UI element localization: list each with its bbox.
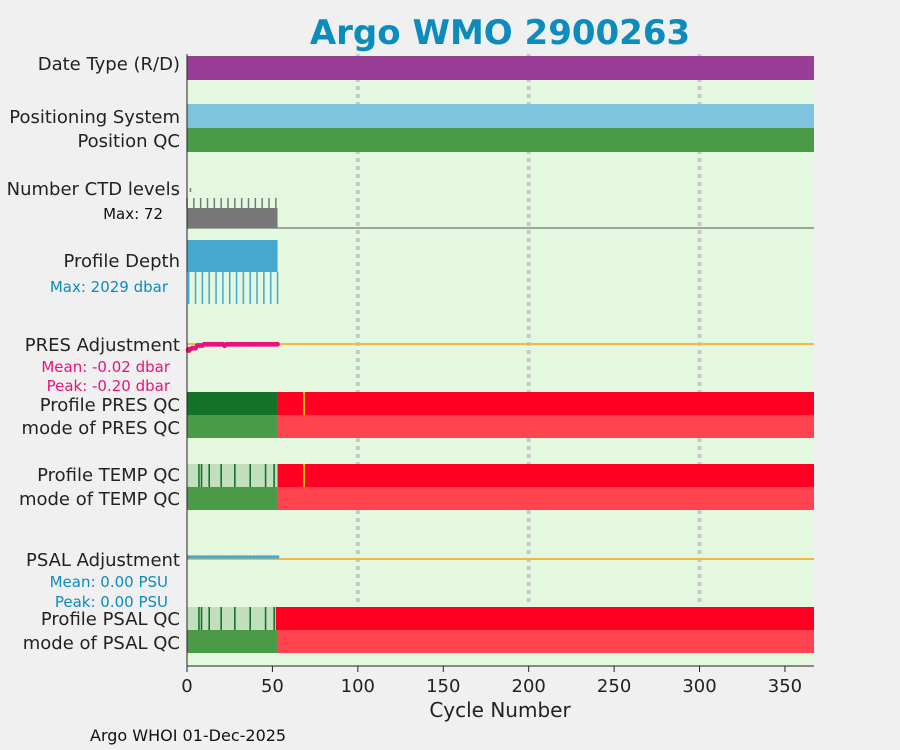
psal-adjustment-point: [248, 555, 253, 559]
row-label-pres-adjustment: PRES Adjustment: [25, 335, 180, 356]
row-label-psal-adjustment: PSAL Adjustment: [26, 550, 180, 571]
psal-adjustment-point: [193, 555, 198, 559]
psal-adjustment-point: [214, 555, 218, 559]
row-label-positioning-system: Positioning System: [9, 107, 180, 128]
row-label-mode-temp-qc: mode of TEMP QC: [19, 489, 180, 510]
psal-adjustment-point: [255, 555, 259, 559]
chart-title: Argo WMO 2900263: [310, 13, 690, 53]
plot-background: [187, 54, 814, 666]
psal-adjustment-point: [197, 555, 201, 559]
pres-peak-label: Peak: -0.20 dbar: [47, 377, 171, 395]
x-tick-label: 350: [768, 676, 802, 697]
psal-adjustment-point: [275, 555, 280, 559]
psal-adjustment-point: [224, 555, 229, 559]
psal-adjustment-point: [265, 555, 270, 559]
profile-temp-qc-marker: [303, 464, 305, 487]
mode-pres-qc-bad-bar: [277, 415, 814, 438]
x-tick-label: 0: [181, 676, 192, 697]
ctd-max-label: Max: 72: [103, 205, 163, 223]
psal-adjustment-point: [203, 555, 208, 559]
psal-adjustment-point: [234, 555, 239, 559]
x-axis: 0 50 100 150 200 250 300 350: [181, 666, 802, 697]
row-label-profile-depth: Profile Depth: [63, 251, 180, 272]
x-tick-label: 250: [597, 676, 631, 697]
x-tick-label: 200: [512, 676, 546, 697]
mode-temp-qc-good-bar: [187, 487, 278, 510]
psal-adjustment-point: [217, 555, 222, 559]
row-label-mode-psal-qc: mode of PSAL QC: [23, 633, 180, 654]
pres-mean-label: Mean: -0.02 dbar: [41, 358, 171, 376]
psal-adjustment-point: [268, 555, 273, 559]
psal-adjustment-point: [244, 555, 249, 559]
psal-adjustment-point: [190, 555, 194, 559]
psal-adjustment-point: [221, 555, 225, 559]
psal-adjustment-point: [210, 555, 215, 559]
mode-psal-qc-bad-bar: [277, 630, 814, 653]
psal-adjustment-point: [207, 555, 212, 559]
profile-pres-qc-bad-bar: [277, 392, 814, 415]
psal-adjustment-point: [227, 555, 232, 559]
psal-adjustment-point: [251, 555, 256, 559]
footer-credit: Argo WHOI 01-Dec-2025: [90, 726, 286, 745]
profile-depth-bar: [187, 240, 278, 272]
x-tick-label: 150: [426, 676, 460, 697]
position-qc-bar: [187, 128, 814, 152]
profile-psal-qc-bad-bar: [275, 607, 814, 630]
row-label-ctd-levels: Number CTD levels: [7, 179, 180, 200]
row-label-position-qc: Position QC: [77, 131, 180, 152]
row-label-profile-temp-qc: Profile TEMP QC: [37, 465, 180, 486]
psal-adjustment-point: [231, 555, 235, 559]
profile-temp-qc-good-bar: [187, 464, 278, 487]
psal-adjustment-point: [272, 555, 276, 559]
chart-marks: [185, 54, 814, 667]
depth-max-label: Max: 2029 dbar: [50, 278, 169, 296]
psal-adjustment-point: [258, 555, 263, 559]
pres-adjustment-point: [275, 341, 280, 347]
row-label-profile-pres-qc: Profile PRES QC: [40, 395, 180, 416]
psal-peak-label: Peak: 0.00 PSU: [55, 593, 168, 611]
profile-pres-qc-good-bar: [187, 392, 278, 415]
x-tick-label: 100: [341, 676, 375, 697]
date-type-bar: [187, 56, 814, 80]
psal-adjustment-point: [241, 555, 246, 559]
mode-pres-qc-good-bar: [187, 415, 278, 438]
psal-adjustment-point: [238, 555, 242, 559]
row-label-date-type: Date Type (R/D): [38, 54, 180, 75]
x-tick-label: 50: [261, 676, 284, 697]
mode-temp-qc-bad-bar: [277, 487, 814, 510]
profile-psal-qc-good-bar: [187, 607, 276, 630]
profile-temp-qc-bad-bar: [277, 464, 814, 487]
profile-pres-qc-marker: [303, 392, 305, 415]
psal-adjustment-point: [186, 555, 191, 559]
x-tick-label: 300: [682, 676, 716, 697]
mode-psal-qc-good-bar: [187, 630, 278, 653]
row-label-profile-psal-qc: Profile PSAL QC: [41, 609, 180, 630]
x-axis-label: Cycle Number: [429, 698, 571, 722]
ctd-levels-bar: [187, 208, 278, 228]
positioning-system-bar: [187, 104, 814, 128]
psal-adjustment-point: [262, 555, 266, 559]
psal-mean-label: Mean: 0.00 PSU: [50, 573, 168, 591]
psal-adjustment-point: [200, 555, 205, 559]
row-label-mode-pres-qc: mode of PRES QC: [22, 418, 180, 439]
